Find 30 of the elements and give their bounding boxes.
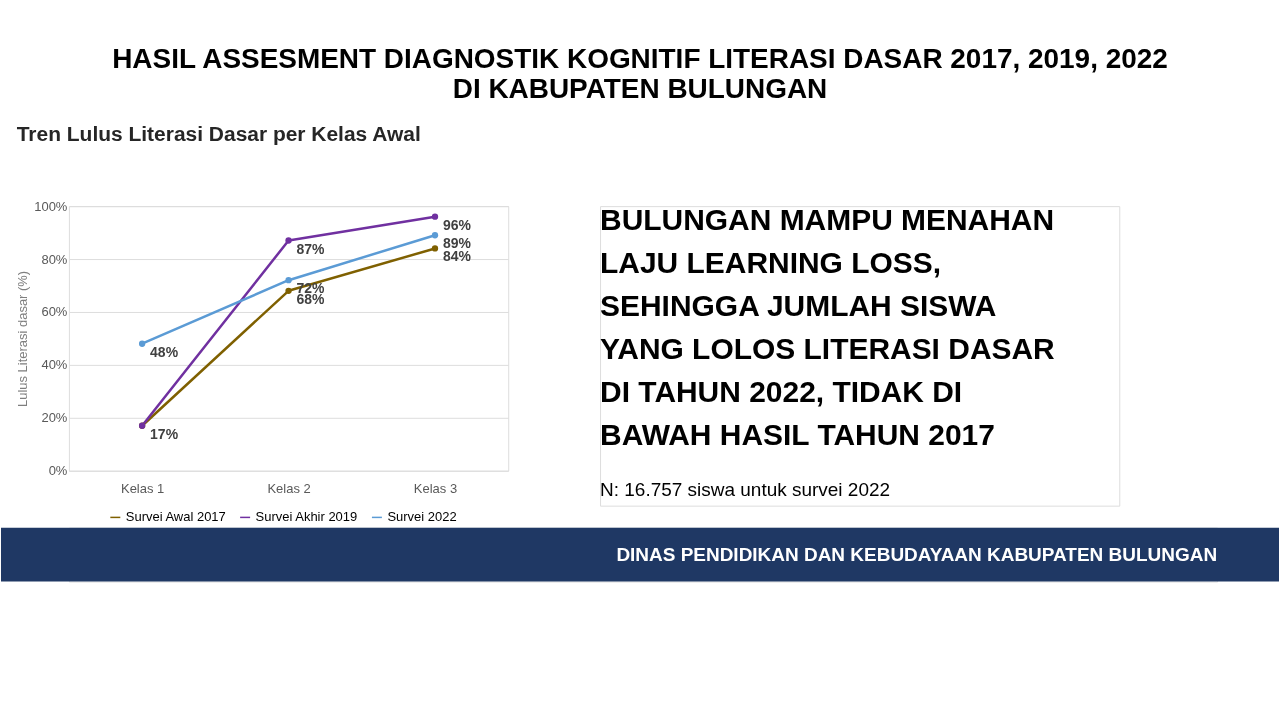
- y-tick-label: 80%: [41, 251, 68, 267]
- data-label: 48%: [150, 343, 179, 360]
- text: DI KABUPATEN BULUNGAN: [452, 72, 828, 104]
- legend-label: Survei 2022: [387, 509, 457, 525]
- y-tick-label: 0%: [48, 463, 68, 479]
- x-tick-label: Kelas 2: [267, 481, 311, 497]
- x-tick-label: Kelas 3: [413, 481, 458, 497]
- y-tick-label: 20%: [41, 410, 68, 426]
- point: [431, 213, 439, 220]
- point: [285, 287, 292, 294]
- legend-label: Survei Akhir 2019: [255, 509, 358, 525]
- data-label: 87%: [296, 240, 326, 257]
- point: [285, 277, 292, 284]
- y-axis-title: Lulus Literasi dasar (%): [15, 270, 31, 408]
- y-tick-label: 100%: [34, 198, 68, 214]
- text: HASIL ASSESMENT DIAGNOSTIK KOGNITIF LITERASI DASAR 2017, 2019, 2022: [112, 42, 1168, 74]
- point: [431, 232, 439, 239]
- point: [285, 237, 292, 244]
- point: [138, 340, 146, 347]
- legend-label: Survei Awal 2017: [125, 509, 226, 525]
- y-tick-label: 40%: [41, 357, 68, 373]
- text: BULUNGAN MAMPU MENAHAN LAJU LEARNING LOSS, SEHINGGA JUMLAH SISWA YANG LOLOS LITERASI DASAR DI TAHUN 2022, TIDAK DI BAWAH HASIL TAHUN 2017: [600, 203, 1055, 451]
- data-label: 17%: [150, 425, 179, 442]
- text: DINAS PENDIDIKAN DAN KEBUDAYAAN KABUPATEN BULUNGAN: [616, 543, 1218, 565]
- chart-subtitle: Tren Lulus Literasi Dasar per Kelas Awal: [16, 122, 421, 146]
- x-tick-label: Kelas 1: [120, 481, 165, 497]
- point: [431, 245, 439, 252]
- y-tick-label: 60%: [41, 304, 68, 320]
- data-label: 96%: [442, 216, 472, 233]
- text: N: 16.757 siswa untuk survei 2022: [600, 478, 891, 500]
